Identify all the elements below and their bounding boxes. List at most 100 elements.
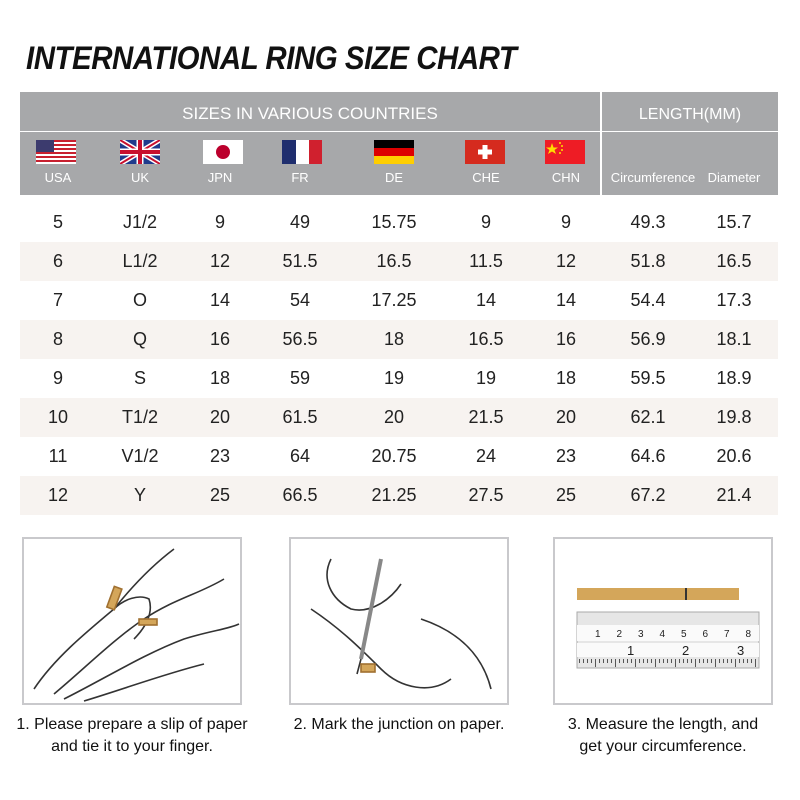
ruler-tick <box>719 659 720 663</box>
ruler-tick <box>587 659 588 663</box>
germany-flag-icon <box>374 140 414 164</box>
cell-circumference: 56.9 <box>630 329 666 349</box>
step1-illustration <box>22 537 242 705</box>
cell-jpn: 12 <box>209 251 231 271</box>
ruler-tick <box>703 659 704 663</box>
cell-che: 14 <box>475 290 497 310</box>
ruler-cm-label: 8 <box>746 629 752 640</box>
cell-de: 20 <box>383 407 405 427</box>
cell-diameter: 19.8 <box>716 407 752 427</box>
ruler-tick <box>671 659 672 663</box>
japan-flag-icon <box>203 140 243 164</box>
ruler-tick <box>603 659 604 663</box>
france-flag-icon <box>282 140 322 164</box>
cell-fr: 66.5 <box>282 485 318 505</box>
step1-caption: 1. Please prepare a slip of paper and ti… <box>2 714 262 758</box>
ruler-tick <box>735 659 736 667</box>
cell-che: 21.5 <box>468 407 504 427</box>
cell-usa: 8 <box>52 329 63 349</box>
cell-chn: 18 <box>555 368 577 388</box>
ruler-tick <box>751 659 752 663</box>
step2-illustration <box>289 537 509 705</box>
cell-usa: 12 <box>47 485 69 505</box>
china-flag-icon <box>545 140 585 164</box>
cell-che: 16.5 <box>468 329 504 349</box>
cell-che: 27.5 <box>468 485 504 505</box>
cell-uk: Y <box>133 485 146 505</box>
hand-marking-paper-icon <box>310 558 492 690</box>
ruler-tick <box>639 659 640 663</box>
length-heading: LENGTH(MM) <box>638 106 742 123</box>
country-label-fr: FR <box>291 170 309 185</box>
step3-line2: get your circumference. <box>579 738 747 755</box>
cell-chn: 23 <box>555 446 577 466</box>
ruler-tick <box>711 659 712 663</box>
cell-jpn: 25 <box>209 485 231 505</box>
cell-circumference: 62.1 <box>630 407 666 427</box>
country-label-usa: USA <box>44 170 72 185</box>
cell-circumference: 49.3 <box>630 212 666 232</box>
cell-chn: 20 <box>555 407 577 427</box>
ruler-tick <box>599 659 600 663</box>
diameter-label: Diameter <box>707 170 761 185</box>
ruler-tick <box>687 659 688 663</box>
ruler-tick <box>691 659 692 663</box>
cell-circumference: 51.8 <box>630 251 666 271</box>
step2-caption: 2. Mark the junction on paper. <box>269 714 529 736</box>
ruler-tick <box>679 659 680 663</box>
cell-jpn: 18 <box>209 368 231 388</box>
cell-de: 21.25 <box>371 485 417 505</box>
table-row: 8 Q 16 56.5 18 16.5 16 56.9 18.1 <box>20 320 778 359</box>
cell-circumference: 59.5 <box>630 368 666 388</box>
ruler-tick <box>635 659 636 667</box>
ruler-tick <box>583 659 584 663</box>
country-label-de: DE <box>384 170 404 185</box>
cell-diameter: 21.4 <box>716 485 752 505</box>
cell-che: 11.5 <box>469 251 503 271</box>
cell-uk: T1/2 <box>121 407 159 427</box>
cell-de: 18 <box>383 329 405 349</box>
cell-fr: 51.5 <box>282 251 318 271</box>
table-row: 5 J1/2 9 49 15.75 9 9 49.3 15.7 <box>20 203 778 242</box>
cell-jpn: 9 <box>214 212 225 232</box>
cell-de: 19 <box>383 368 405 388</box>
table-row: 6 L1/2 12 51.5 16.5 11.5 12 51.8 16.5 <box>20 242 778 281</box>
ruler-tick <box>663 659 664 663</box>
ruler-tick <box>699 659 700 663</box>
country-label-jpn: JPN <box>207 170 233 185</box>
cell-jpn: 14 <box>209 290 231 310</box>
ruler-tick <box>659 659 660 663</box>
cell-diameter: 17.3 <box>716 290 752 310</box>
cell-circumference: 67.2 <box>630 485 666 505</box>
cell-diameter: 20.6 <box>716 446 752 466</box>
cell-de: 17.25 <box>371 290 417 310</box>
cell-che: 9 <box>480 212 491 232</box>
cell-uk: S <box>133 368 146 388</box>
table-row: 9 S 18 59 19 19 18 59.5 18.9 <box>20 359 778 398</box>
cell-diameter: 18.9 <box>716 368 752 388</box>
ruler-tick <box>675 659 676 667</box>
sizes-heading: SIZES IN VARIOUS COUNTRIES <box>182 104 438 123</box>
country-label-chn: CHN <box>551 170 581 185</box>
ruler-tick <box>755 659 756 667</box>
cell-fr: 54 <box>289 290 311 310</box>
cell-de: 15.75 <box>371 212 417 232</box>
table-row: 7 O 14 54 17.25 14 14 54.4 17.3 <box>20 281 778 320</box>
ruler-tick <box>615 659 616 667</box>
cell-chn: 12 <box>555 251 577 271</box>
cell-diameter: 16.5 <box>716 251 752 271</box>
ruler-tick <box>579 659 580 663</box>
ruler-tick <box>715 659 716 667</box>
step2-line1: 2. Mark the junction on paper. <box>293 716 505 733</box>
cell-circumference: 54.4 <box>630 290 666 310</box>
cell-usa: 5 <box>52 212 63 232</box>
cell-jpn: 20 <box>209 407 231 427</box>
ruler-tick <box>643 659 644 663</box>
ruler-tick <box>731 659 732 663</box>
cell-usa: 10 <box>47 407 69 427</box>
ruler-tick <box>655 659 656 667</box>
cell-diameter: 15.7 <box>716 212 752 232</box>
switzerland-flag-icon <box>465 140 505 164</box>
usa-flag-icon <box>36 140 76 164</box>
